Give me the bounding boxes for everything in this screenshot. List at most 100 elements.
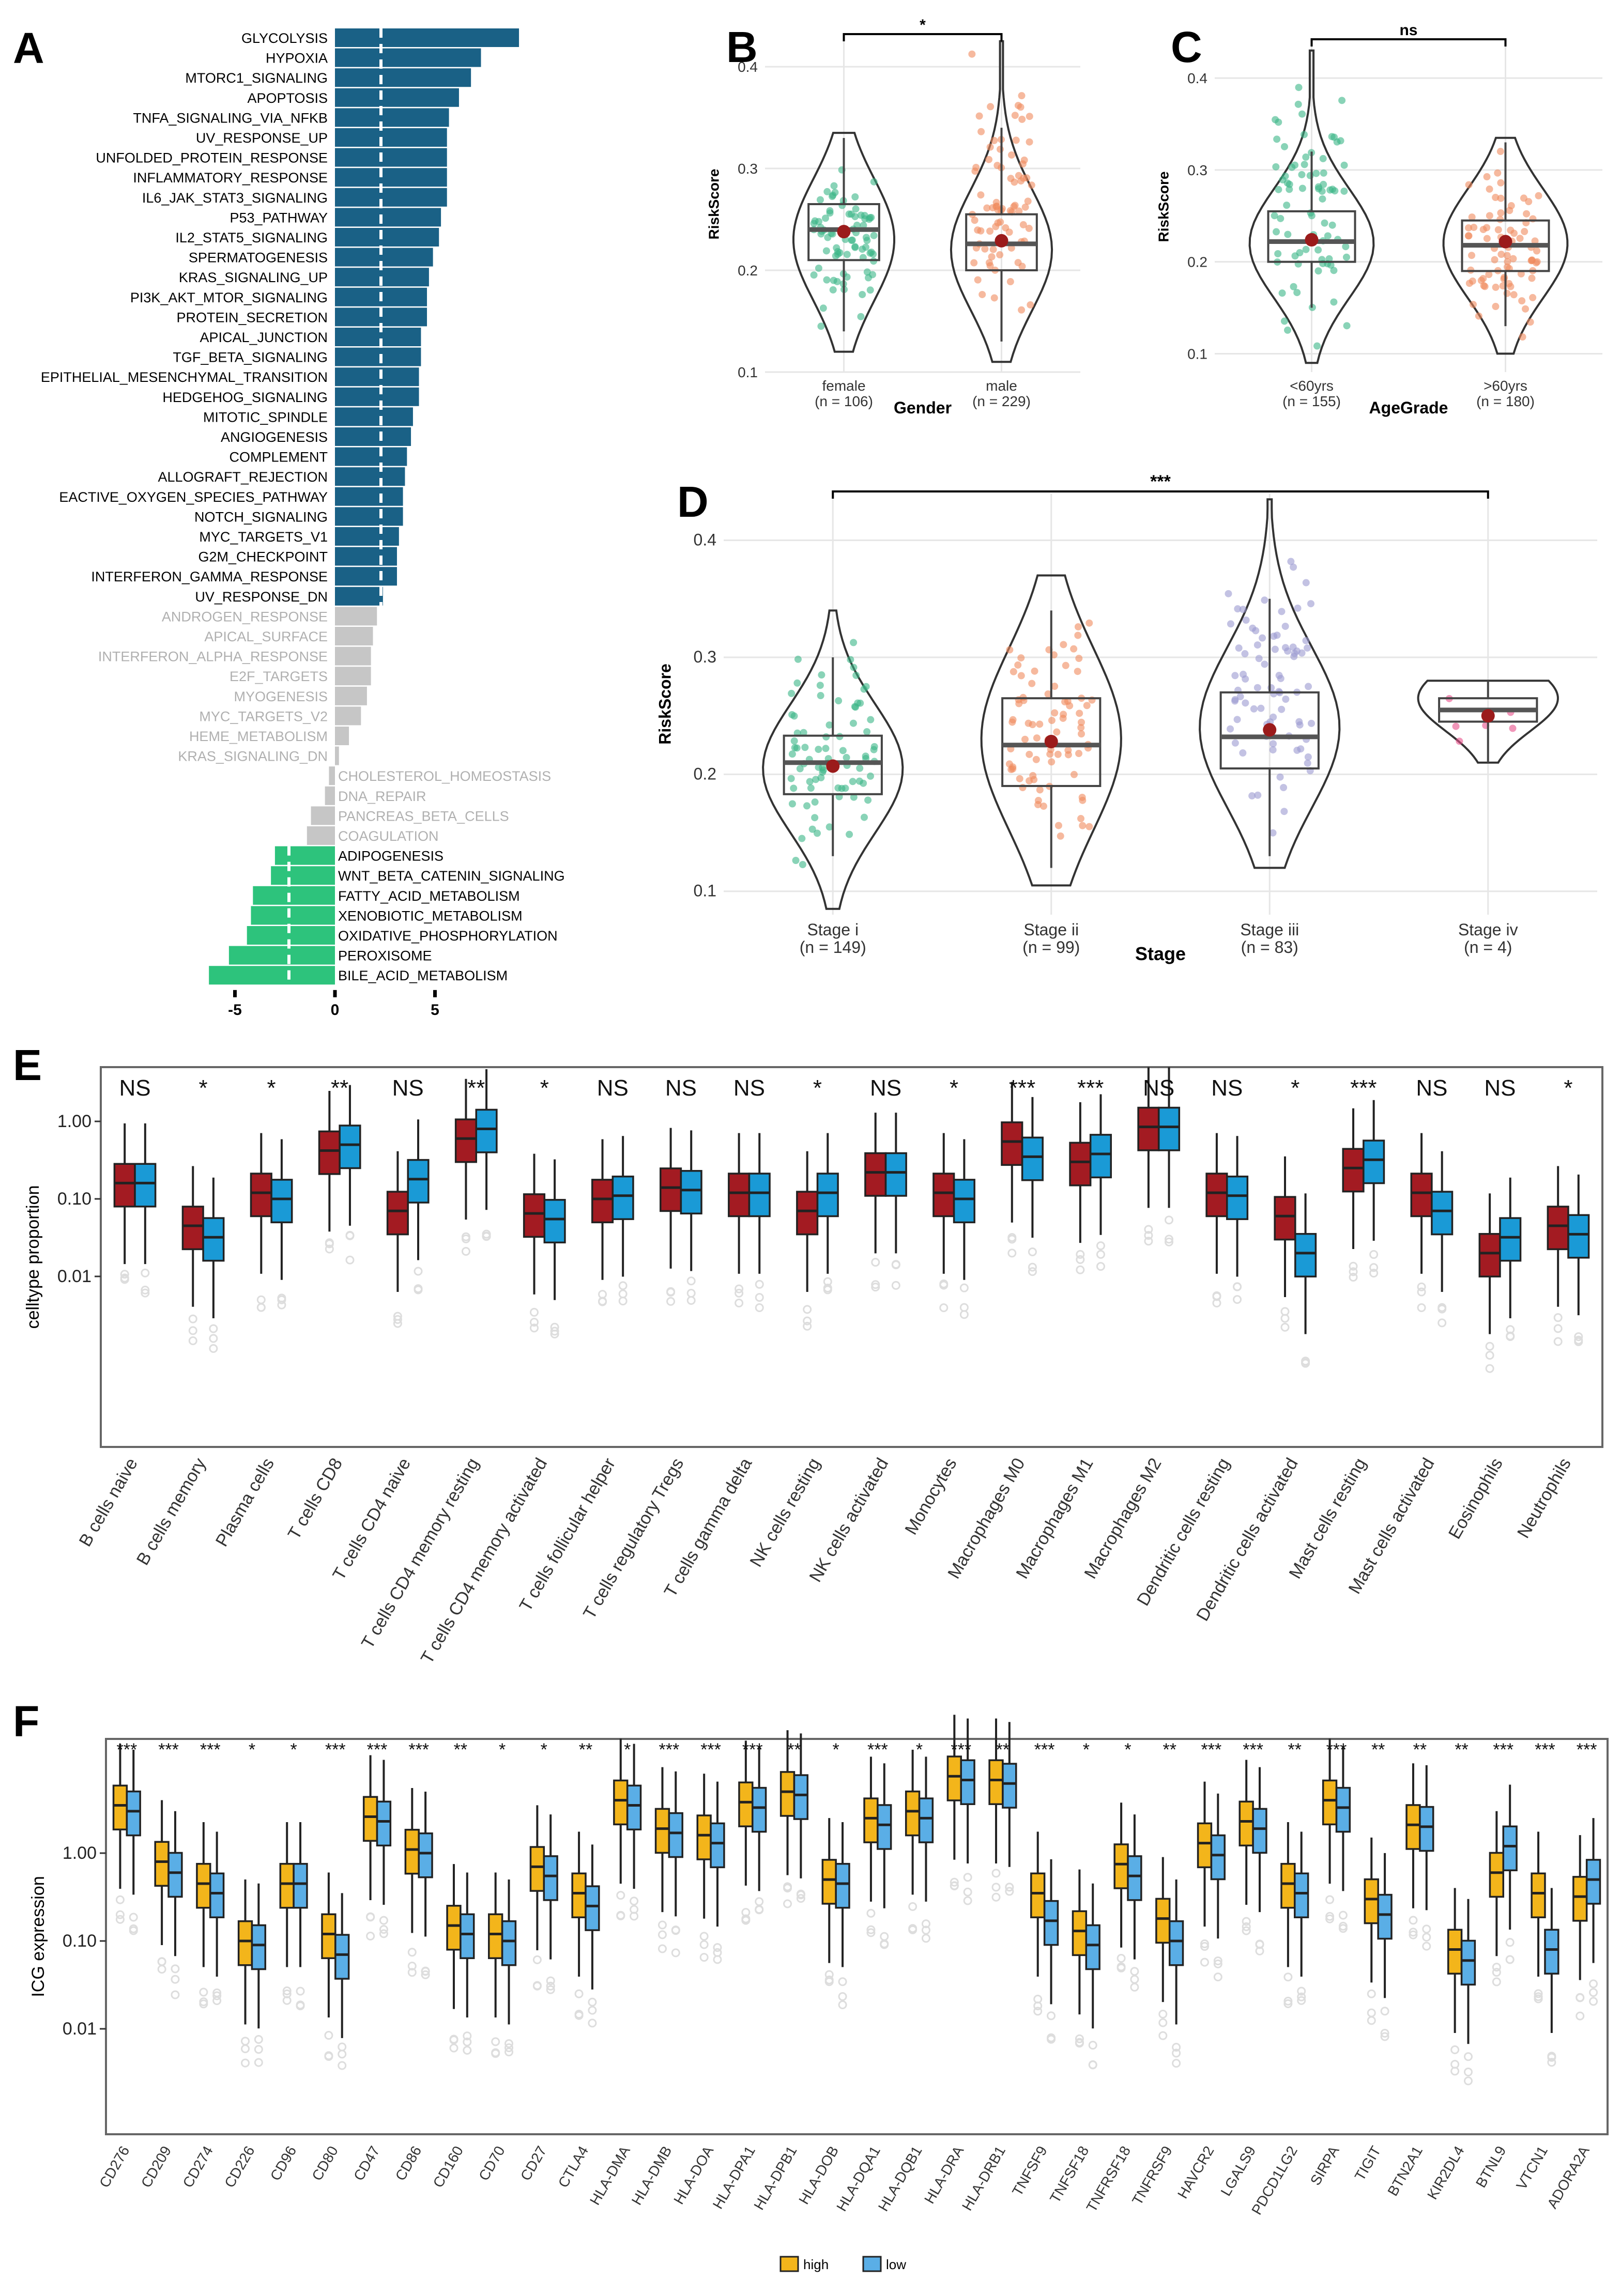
data-point (1234, 605, 1242, 613)
outlier (666, 1297, 676, 1306)
data-point (1338, 97, 1346, 104)
outlier (1297, 1992, 1306, 2001)
data-point (1060, 641, 1067, 649)
outlier (803, 1305, 812, 1314)
bar-label: EACTIVE_OXYGEN_SPECIES_PATHWAY (59, 489, 328, 505)
outlier (338, 2061, 347, 2070)
x-axis-label: Stage (1135, 943, 1186, 964)
data-point (843, 251, 851, 258)
data-point (1028, 680, 1036, 687)
data-point (816, 682, 824, 689)
bar (335, 88, 459, 107)
outlier (1280, 1307, 1290, 1316)
data-point (792, 857, 800, 865)
bar (228, 946, 335, 965)
data-point (852, 205, 860, 213)
outlier (616, 1911, 625, 1920)
significance-bracket (832, 490, 1489, 499)
outlier (1574, 1337, 1583, 1346)
outlier (188, 1336, 197, 1346)
data-point (788, 800, 796, 808)
box-high (1405, 1804, 1421, 1850)
box-high (1205, 1173, 1228, 1218)
plot-area (724, 494, 1597, 915)
outlier (686, 1296, 696, 1305)
outlier (325, 1238, 334, 1247)
data-point (1280, 317, 1288, 325)
outlier (823, 1283, 832, 1292)
data-point (803, 802, 811, 810)
outlier (950, 1877, 959, 1887)
significance-bracket (1310, 38, 1507, 47)
outlier (1144, 1231, 1153, 1240)
data-point (811, 798, 819, 806)
data-point (1319, 155, 1327, 162)
data-point (1062, 661, 1069, 669)
data-point (1330, 298, 1338, 306)
outlier (1369, 1250, 1379, 1259)
data-point (1261, 660, 1268, 668)
data-point (1520, 194, 1527, 202)
data-point (1032, 756, 1040, 763)
bar (335, 587, 383, 606)
x-tick-label: CD274 (179, 2144, 216, 2191)
panel-a-bar-chart: GLYCOLYSIS HYPOXIA MTORC1_SIGNALING APOPTOS… (41, 28, 565, 1019)
plot-border (100, 1066, 1603, 1448)
legend-label: low (886, 2257, 906, 2272)
y-tick-label: 0.2 (1187, 254, 1207, 270)
outlier (616, 1891, 625, 1900)
outlier (1589, 1979, 1598, 1989)
outlier (880, 1932, 889, 1941)
violin (950, 40, 1053, 363)
outlier (1028, 1247, 1037, 1256)
data-point (977, 191, 985, 199)
outlier (963, 1896, 972, 1905)
outlier (407, 1948, 417, 1957)
outlier (1172, 2043, 1181, 2052)
data-point (1486, 185, 1493, 193)
violin (792, 132, 895, 353)
outlier (735, 1284, 744, 1293)
box-high (1030, 1872, 1046, 1919)
data-point (1083, 702, 1091, 710)
x-tick-label: VTCN1 (1513, 2144, 1551, 2193)
outlier (939, 1281, 949, 1290)
data-point (825, 823, 833, 831)
data-point (847, 656, 854, 664)
data-point (1295, 84, 1303, 91)
outlier (141, 1285, 150, 1295)
significance-label: *** (1150, 472, 1171, 491)
outlier (212, 1991, 222, 2000)
bar-label: G2M_CHECKPOINT (198, 549, 328, 565)
box-low (251, 1924, 267, 1970)
data-point (1496, 148, 1504, 156)
outlier (866, 1925, 876, 1934)
data-point (1009, 716, 1017, 723)
bar (335, 667, 371, 686)
data-point (867, 716, 875, 723)
outlier (950, 1881, 959, 1890)
box-high (946, 1755, 962, 1801)
outlier (1007, 1249, 1017, 1258)
data-point (852, 671, 860, 679)
legend-swatch-low (862, 2256, 882, 2272)
violin (980, 574, 1122, 887)
box-low (543, 1855, 558, 1901)
data-point (1024, 197, 1032, 205)
bar-label: IL6_JAK_STAT3_SIGNALING (142, 190, 328, 206)
data-point (970, 259, 978, 267)
outlier (1130, 1975, 1139, 1984)
outlier (908, 1924, 917, 1933)
outlier (1422, 1941, 1431, 1951)
data-point (819, 766, 827, 774)
x-tick-label: Monocytes (901, 1455, 960, 1538)
significance-label: NS (119, 1075, 150, 1101)
data-point (1242, 617, 1250, 624)
y-tick-label: 0.2 (738, 263, 758, 279)
bar (335, 646, 371, 666)
data-point (1492, 283, 1500, 291)
data-point (1267, 684, 1275, 691)
x-tick-label: Macrophages M0 (944, 1455, 1029, 1582)
bar (335, 507, 403, 526)
data-point (1007, 244, 1015, 252)
